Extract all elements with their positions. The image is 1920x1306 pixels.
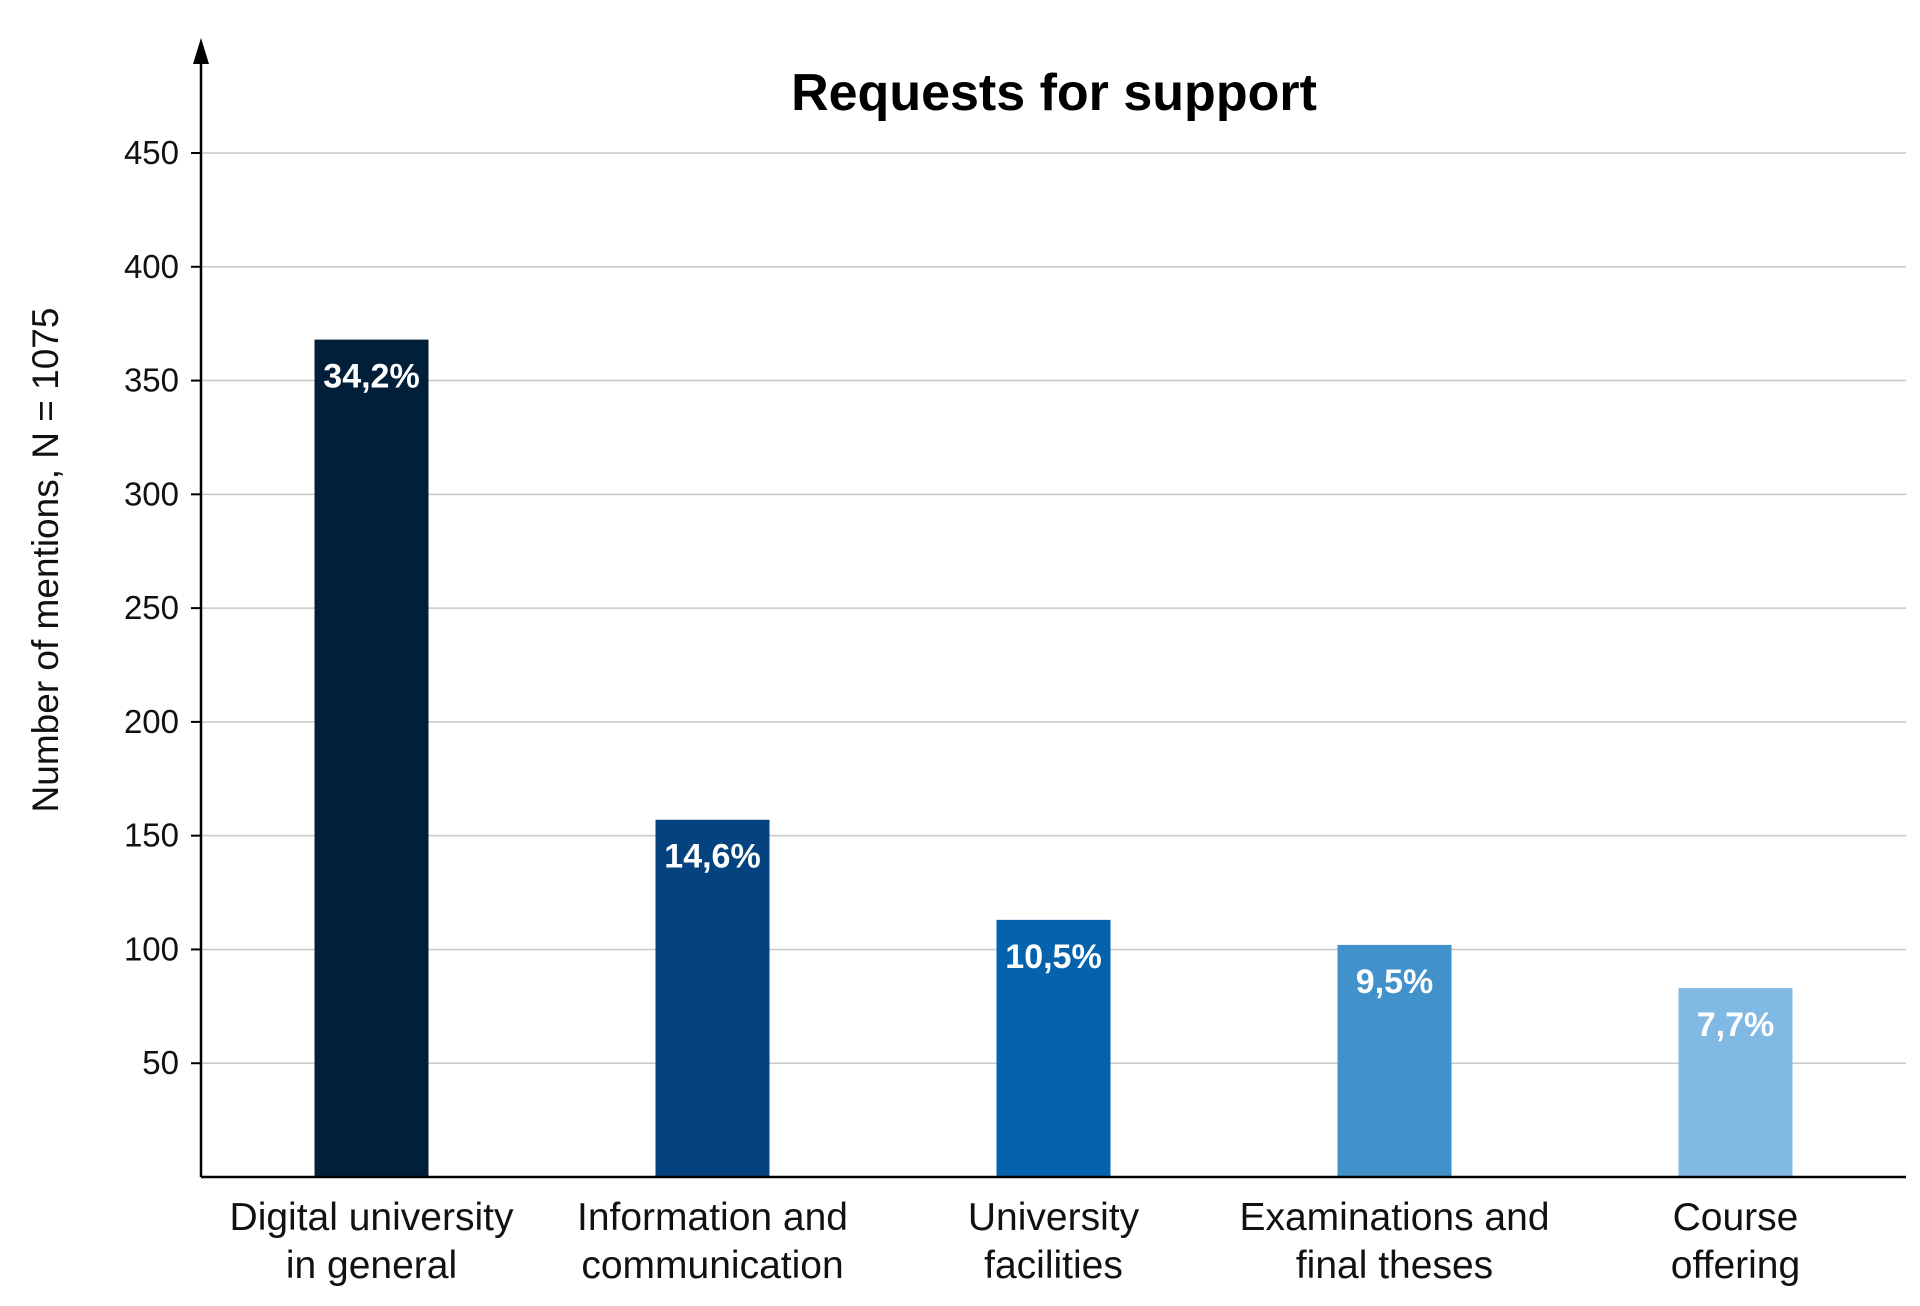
y-tick-label: 400	[124, 248, 179, 285]
y-axis-label: Number of mentions, N = 1075	[25, 308, 66, 813]
y-tick-label: 250	[124, 589, 179, 626]
y-tick-label: 50	[142, 1044, 179, 1081]
x-category-label: facilities	[984, 1244, 1123, 1287]
data-labels: 34,2% 14,6% 10,5% 9,5% 7,7%	[323, 358, 1774, 1045]
x-category-label: in general	[286, 1244, 457, 1287]
x-category-label: Course	[1673, 1196, 1799, 1239]
bar-data-label: 14,6%	[664, 838, 760, 876]
y-tick-label: 350	[124, 362, 179, 399]
x-category-label: Digital university	[230, 1196, 514, 1239]
x-axis-categories: Digital university in general Information …	[230, 1196, 1801, 1287]
bar	[314, 339, 429, 1177]
bar	[996, 919, 1111, 1177]
bars	[314, 339, 1793, 1177]
x-category-label: Information and	[577, 1196, 848, 1239]
y-axis-arrow-icon	[193, 38, 209, 64]
bar-data-label: 7,7%	[1697, 1006, 1775, 1044]
x-category-label: offering	[1671, 1244, 1800, 1287]
x-category-label: communication	[581, 1244, 843, 1287]
chart-title: Requests for support	[791, 64, 1317, 122]
y-tick-label: 450	[124, 134, 179, 171]
bar	[655, 819, 770, 1177]
x-category-label: Examinations and	[1239, 1196, 1549, 1239]
bar	[1337, 944, 1452, 1177]
y-axis-ticks: 50 100 150 200 250 300 350 400 450	[124, 134, 201, 1081]
x-category-label: University	[968, 1196, 1140, 1239]
y-tick-label: 150	[124, 817, 179, 854]
x-category-label: final theses	[1296, 1244, 1493, 1287]
bar-data-label: 9,5%	[1356, 963, 1434, 1001]
y-tick-label: 100	[124, 930, 179, 967]
gridlines	[201, 152, 1906, 1064]
y-tick-label: 300	[124, 475, 179, 512]
bar	[1678, 988, 1793, 1177]
y-tick-label: 200	[124, 703, 179, 740]
bar-data-label: 10,5%	[1005, 938, 1101, 976]
bar-data-label: 34,2%	[323, 358, 419, 396]
